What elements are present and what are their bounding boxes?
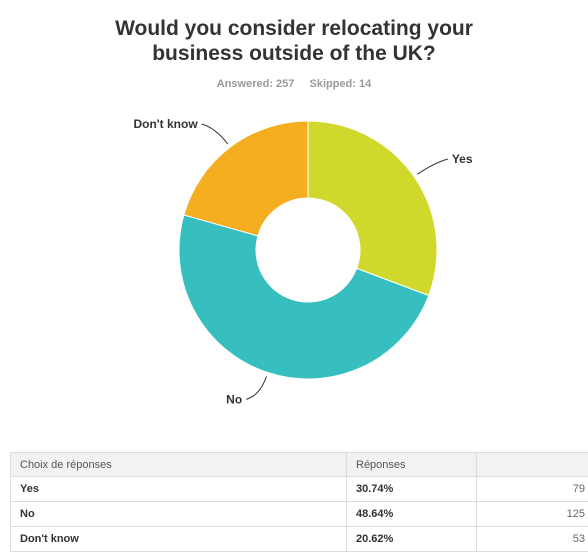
slice-label: Don't know xyxy=(133,117,198,131)
slice-label: No xyxy=(226,392,242,406)
table-row: No 48.64% 125 xyxy=(11,502,588,527)
donut-slice-yes xyxy=(308,121,437,296)
header-count xyxy=(477,453,588,477)
table-row: Don't know 20.62% 53 xyxy=(11,527,588,552)
slice-label: Yes xyxy=(452,152,473,166)
donut-chart: Yes No Don't know xyxy=(0,0,588,440)
row-choice: Yes xyxy=(11,477,347,502)
row-count: 125 xyxy=(477,502,588,527)
row-count: 79 xyxy=(477,477,588,502)
responses-table: Choix de réponses Réponses Yes 30.74% 79… xyxy=(10,452,588,552)
header-responses: Réponses xyxy=(347,453,477,477)
row-count: 53 xyxy=(477,527,588,552)
row-choice: Don't know xyxy=(11,527,347,552)
table-row: Yes 30.74% 79 xyxy=(11,477,588,502)
leader-line xyxy=(417,159,447,174)
row-percent: 30.74% xyxy=(347,477,477,502)
donut-slice-don-t-know xyxy=(184,121,308,236)
table-header-row: Choix de réponses Réponses xyxy=(11,453,588,477)
header-choices: Choix de réponses xyxy=(11,453,347,477)
row-choice: No xyxy=(11,502,347,527)
leader-line xyxy=(202,124,228,144)
leader-line xyxy=(246,376,266,399)
row-percent: 20.62% xyxy=(347,527,477,552)
row-percent: 48.64% xyxy=(347,502,477,527)
